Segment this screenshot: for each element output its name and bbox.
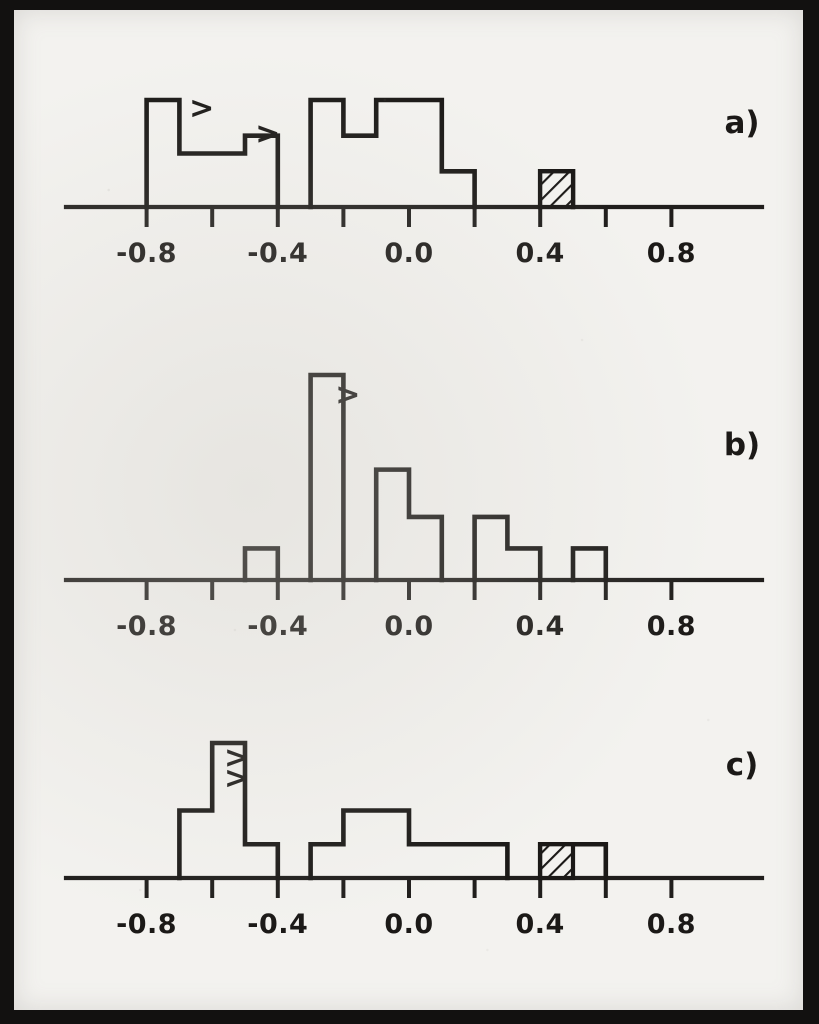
three-panel-histogram-figure: -0.8 -0.4 0.0 0.4 0.8>> -0.8 -0.4 0.0 0.4 0.8> -…: [63, 91, 765, 940]
x-tick-label: 0.8: [647, 611, 696, 642]
overflow-arrow-mark: >: [189, 91, 214, 126]
panel-b-label: b): [724, 427, 760, 463]
x-tick-label: 0.8: [647, 909, 696, 940]
x-tick-label: 0.4: [516, 611, 565, 642]
x-tick-label: 0.0: [384, 238, 433, 269]
x-tick-label: 0.4: [516, 909, 565, 940]
panel-b: -0.8 -0.4 0.0 0.4 0.8 >: [63, 372, 765, 642]
panel-c-label: c): [726, 747, 759, 783]
x-tick-label: 0.0: [384, 611, 433, 642]
x-tick-label: -0.8: [116, 611, 177, 642]
x-tick-label: 0.0: [384, 909, 433, 940]
figure-canvas: -0.8 -0.4 0.0 0.4 0.8 > > -0.8 -0.4 0.0 0.4 0.8 > -…: [14, 10, 803, 1010]
hatched-bin: [538, 169, 576, 210]
panel-c: -0.8 -0.4 0.0 0.4 0.8 >>: [63, 740, 765, 940]
x-tick-label: -0.8: [116, 909, 177, 940]
histogram-outline: [242, 372, 609, 583]
x-tick-label: 0.8: [647, 238, 696, 269]
x-tick-label: -0.4: [247, 611, 308, 642]
x-tick-label: 0.4: [516, 238, 565, 269]
x-tick-label: -0.4: [247, 909, 308, 940]
x-tick-label: -0.4: [247, 238, 308, 269]
overflow-arrow-mark: >: [224, 761, 249, 796]
panel-a: -0.8 -0.4 0.0 0.4 0.8 > >: [63, 91, 765, 269]
overflow-arrow-mark: >: [335, 378, 360, 413]
panel-a-label: a): [724, 105, 759, 141]
overflow-arrow-mark: >: [224, 740, 249, 775]
overflow-arrow-mark: >: [255, 116, 280, 151]
x-tick-label: -0.8: [116, 238, 177, 269]
hatched-bin: [538, 842, 576, 881]
